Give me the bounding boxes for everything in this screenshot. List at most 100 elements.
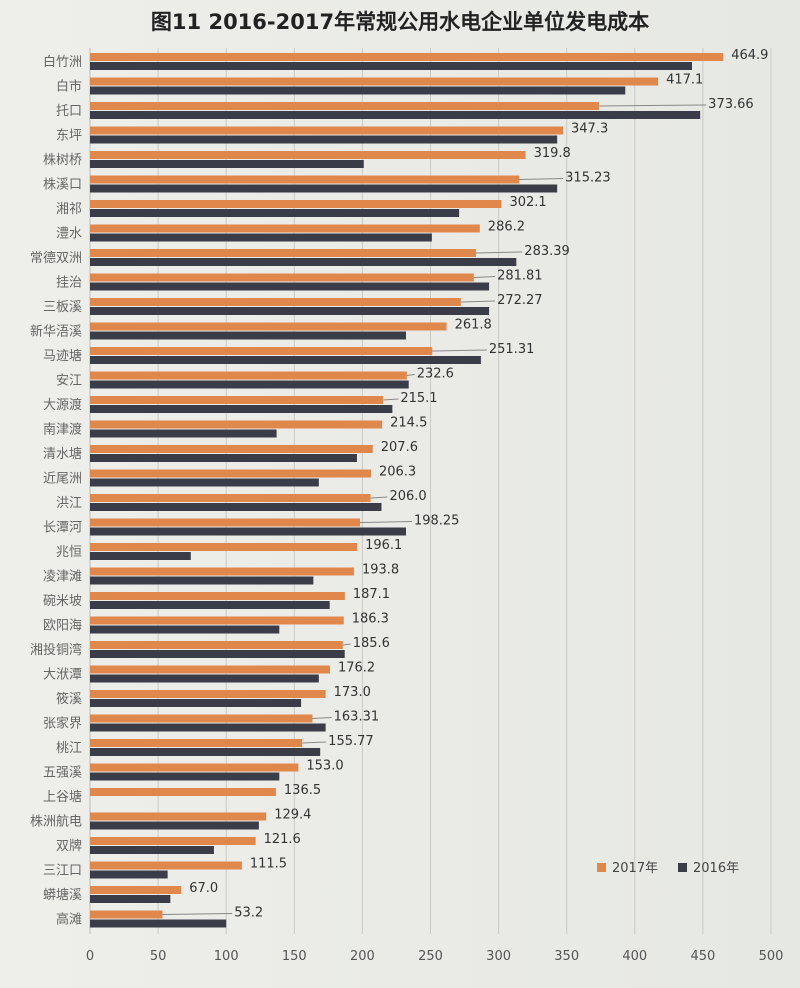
- bar-2016: [90, 184, 558, 193]
- data-label: 198.25: [414, 514, 460, 529]
- bar-2017: [90, 322, 447, 331]
- bar-2017: [90, 567, 354, 576]
- category-label: 东坪: [56, 129, 82, 144]
- x-tick-label: 350: [554, 949, 579, 964]
- leader-line: [460, 300, 496, 303]
- bar-2017: [90, 837, 256, 845]
- data-label: 155.77: [328, 734, 374, 749]
- chart-title: 图11 2016-2017年常规公用水电企业单位发电成本: [150, 10, 650, 34]
- data-label: 53.2: [234, 906, 263, 921]
- data-label: 315.23: [565, 171, 611, 186]
- bar-2017: [90, 788, 276, 796]
- bar-2016: [90, 405, 393, 413]
- bar-2016: [90, 160, 364, 168]
- bar-2016: [90, 307, 490, 315]
- category-label: 碗米坡: [43, 593, 82, 609]
- data-label: 206.3: [379, 465, 416, 480]
- bar-2016: [90, 772, 280, 781]
- bar-2016: [90, 699, 302, 707]
- data-label: 121.6: [264, 832, 301, 847]
- bar-2017: [90, 494, 371, 502]
- data-label: 373.66: [708, 97, 754, 112]
- bar-2016: [90, 356, 481, 364]
- leader-line: [382, 398, 399, 401]
- data-label: 163.31: [334, 710, 380, 725]
- category-label: 澧水: [56, 227, 82, 242]
- bar-2016: [90, 380, 409, 389]
- bar-2016: [90, 503, 382, 511]
- bar-2017: [90, 151, 526, 159]
- data-label: 67.0: [189, 881, 218, 896]
- bar-2016: [90, 62, 693, 70]
- bar-2016: [90, 601, 330, 609]
- bar-2016: [90, 625, 280, 634]
- data-label: 185.6: [353, 636, 390, 651]
- leader-line: [302, 741, 327, 744]
- bar-2017: [90, 641, 343, 649]
- data-label: 283.39: [524, 244, 570, 259]
- data-label: 319.8: [534, 146, 571, 161]
- bar-2017: [90, 665, 330, 674]
- data-label: 176.2: [338, 661, 375, 676]
- bar-2017: [90, 249, 476, 257]
- data-label: 173.0: [334, 685, 371, 700]
- bar-2016: [90, 209, 460, 217]
- x-tick-label: 500: [759, 949, 784, 964]
- data-label: 187.1: [353, 587, 390, 602]
- category-label: 三江口: [43, 864, 82, 879]
- bar-2017: [90, 126, 564, 135]
- leader-line: [475, 251, 523, 254]
- category-label: 常德双洲: [30, 251, 82, 266]
- category-label: 湘祁: [56, 202, 82, 217]
- bar-2017: [90, 910, 163, 919]
- leader-line: [370, 496, 388, 499]
- bar-2016: [90, 86, 626, 95]
- leader-line: [342, 643, 351, 646]
- data-label: 286.2: [488, 220, 525, 235]
- bar-2017: [90, 812, 267, 821]
- category-label: 株洲航电: [30, 814, 82, 830]
- data-label: 417.1: [666, 73, 703, 88]
- data-label: 251.31: [489, 342, 535, 357]
- category-label: 挂治: [56, 276, 82, 291]
- category-label: 株树桥: [43, 153, 82, 168]
- leader-line: [432, 349, 487, 352]
- leader-line: [598, 104, 707, 107]
- x-tick-label: 250: [418, 949, 443, 964]
- x-tick-label: 450: [690, 949, 715, 964]
- category-label: 高滩: [56, 912, 82, 928]
- bar-2017: [90, 445, 373, 453]
- x-tick-label: 50: [150, 949, 167, 964]
- data-label: 153.0: [306, 759, 343, 774]
- bar-2017: [90, 53, 724, 61]
- category-label: 白竹洲: [43, 54, 82, 70]
- legend-swatch-2016: [678, 863, 687, 872]
- category-label: 清水塘: [43, 446, 82, 462]
- bar-2016: [90, 650, 345, 658]
- category-label: 上谷塘: [43, 789, 82, 805]
- data-label: 186.3: [352, 612, 389, 627]
- category-label: 三板溪: [43, 300, 82, 315]
- data-label: 196.1: [365, 538, 402, 553]
- bar-2017: [90, 886, 182, 894]
- legend-label: 2017年: [612, 861, 658, 876]
- data-label: 272.27: [497, 293, 543, 308]
- bar-2017: [90, 102, 599, 110]
- category-label: 湘投铜湾: [30, 642, 82, 658]
- bar-2017: [90, 518, 361, 527]
- legend-label: 2016年: [693, 861, 739, 876]
- leader-line: [360, 521, 412, 523]
- data-label: 207.6: [381, 440, 418, 455]
- category-label: 大源渡: [43, 397, 82, 413]
- x-tick-label: 300: [486, 949, 511, 964]
- category-label: 筱溪: [56, 691, 82, 707]
- bar-2016: [90, 674, 319, 683]
- bar-2016: [90, 233, 432, 242]
- data-label: 111.5: [250, 857, 287, 872]
- bar-2016: [90, 821, 259, 830]
- data-label: 215.1: [400, 391, 437, 406]
- leader-line: [312, 717, 332, 719]
- bar-2016: [90, 454, 357, 462]
- category-label: 大洑潭: [43, 668, 82, 683]
